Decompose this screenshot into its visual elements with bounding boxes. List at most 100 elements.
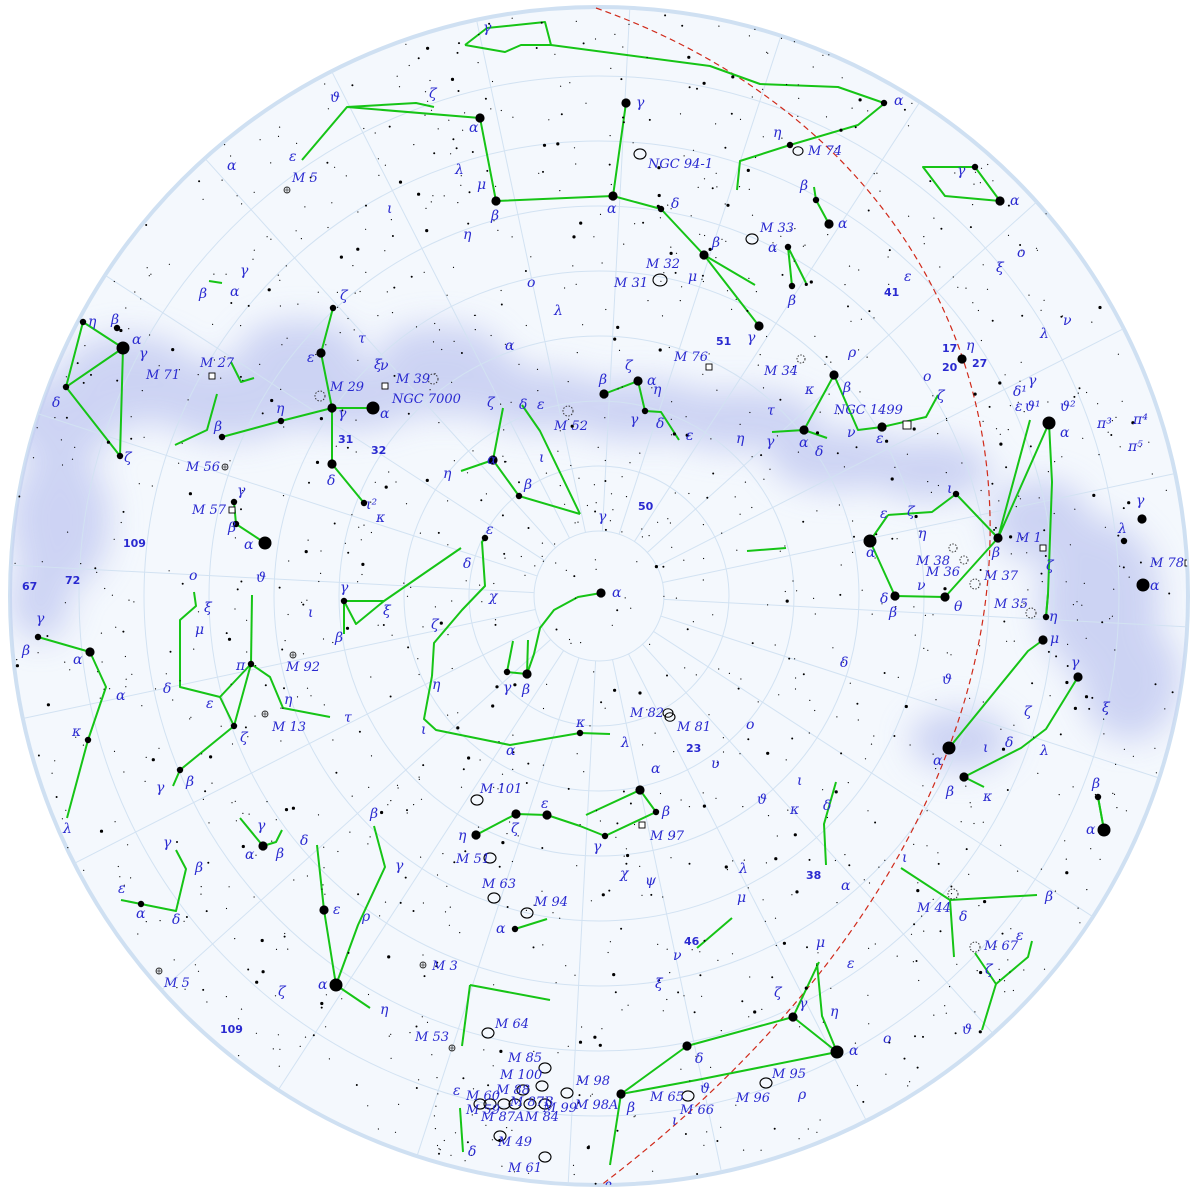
faint-star [259, 139, 261, 141]
star-label: β [110, 312, 119, 328]
faint-star [982, 821, 984, 823]
faint-star [710, 1066, 712, 1068]
galaxy-symbol [520, 907, 534, 919]
open-cluster-symbol [796, 354, 806, 364]
faint-star [946, 419, 948, 421]
star-label: τ [344, 710, 352, 726]
flamsteed-number: 41 [884, 286, 899, 299]
faint-star [802, 673, 805, 676]
faint-star [358, 526, 360, 528]
star-label: γ [957, 163, 966, 179]
faint-star [746, 168, 750, 172]
faint-star [564, 287, 566, 289]
faint-star [1021, 314, 1024, 317]
star-label: η [918, 526, 927, 542]
star-label: δ [163, 681, 171, 697]
faint-star [224, 144, 226, 146]
star-label: α [318, 977, 328, 993]
faint-star [32, 457, 35, 459]
star [488, 455, 498, 465]
faint-star [478, 34, 480, 36]
star-label: ξ [383, 603, 392, 619]
star [491, 196, 501, 206]
star-label: γ [766, 434, 775, 450]
faint-star [850, 320, 852, 322]
faint-star [337, 850, 339, 853]
faint-star [208, 822, 210, 824]
faint-star [159, 920, 161, 922]
faint-star [261, 970, 265, 974]
faint-star [347, 951, 350, 954]
star-label: α [1086, 822, 1096, 838]
flamsteed-number: 109 [123, 537, 146, 550]
faint-star [922, 1035, 924, 1038]
faint-star [932, 614, 934, 616]
faint-star [124, 655, 126, 658]
faint-star [807, 1128, 809, 1130]
faint-star [639, 452, 641, 454]
faint-star [420, 856, 422, 858]
faint-star [253, 896, 255, 898]
faint-star [612, 973, 616, 977]
faint-star [743, 859, 745, 861]
hour-line [331, 70, 570, 539]
faint-star [481, 601, 483, 603]
star [788, 282, 796, 290]
faint-star [277, 274, 279, 276]
faint-star [404, 876, 407, 879]
faint-star [209, 755, 213, 759]
faint-star [417, 192, 421, 196]
faint-star [75, 736, 77, 738]
faint-star [1001, 747, 1006, 751]
faint-star [511, 17, 513, 19]
star-label: γ [503, 680, 512, 696]
faint-star [950, 893, 953, 895]
faint-star [446, 885, 448, 887]
faint-star [198, 180, 201, 183]
faint-star [187, 399, 189, 401]
faint-star [663, 272, 665, 274]
faint-star [410, 275, 413, 278]
faint-star [648, 535, 650, 537]
open-cluster-symbol [948, 543, 958, 553]
faint-star [1006, 789, 1009, 791]
faint-star [593, 1035, 597, 1039]
declination-circle [143, 140, 1055, 1052]
constellation-line [703, 254, 756, 286]
faint-star [1021, 250, 1023, 252]
star-label: κ [71, 724, 81, 740]
star [542, 810, 552, 820]
faint-star [1148, 441, 1150, 443]
faint-star [1115, 416, 1117, 418]
faint-star [666, 674, 668, 677]
faint-star [710, 438, 712, 440]
faint-star [641, 528, 643, 530]
faint-star [122, 630, 125, 633]
object-label: M 36 [925, 565, 960, 580]
object-label: M 13 [271, 720, 306, 735]
star-label: α [505, 338, 515, 354]
object-label: M 64 [494, 1017, 529, 1032]
faint-star [471, 151, 474, 153]
faint-star [804, 244, 806, 246]
faint-star [467, 756, 471, 760]
faint-star [614, 991, 617, 994]
open-cluster-symbol [959, 555, 969, 565]
star-label: ϑ [962, 1022, 972, 1038]
star-label: γ [593, 839, 602, 855]
faint-star [1009, 535, 1013, 539]
faint-star [861, 589, 863, 591]
star-label: δ [172, 912, 180, 928]
faint-star [852, 520, 854, 522]
faint-star [761, 1008, 763, 1011]
faint-star [684, 1133, 687, 1135]
faint-star [802, 520, 805, 523]
faint-star [138, 483, 140, 485]
faint-star [933, 217, 935, 219]
star-label: κ [982, 789, 992, 805]
faint-star [819, 1119, 821, 1121]
faint-star [651, 387, 653, 389]
flamsteed-number: 23 [686, 742, 701, 755]
faint-star [908, 215, 910, 217]
faint-star [287, 948, 289, 950]
